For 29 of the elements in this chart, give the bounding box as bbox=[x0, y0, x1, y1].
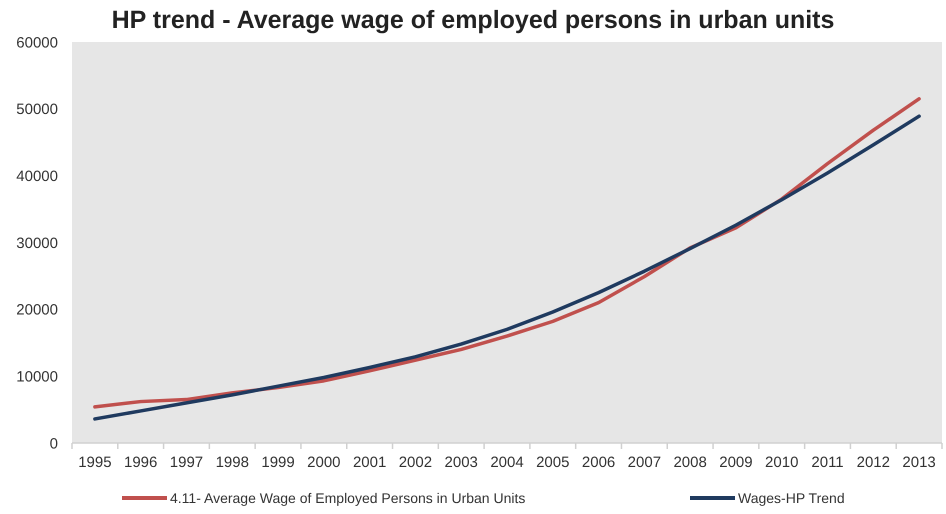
y-tick-label: 0 bbox=[50, 435, 58, 452]
x-tick-label: 2010 bbox=[765, 454, 798, 471]
x-tick-label: 1997 bbox=[170, 454, 204, 471]
x-tick-label: 2005 bbox=[536, 454, 570, 471]
legend-label: Wages-HP Trend bbox=[738, 490, 845, 506]
x-tick-label: 1995 bbox=[78, 454, 112, 471]
x-tick-label: 1996 bbox=[124, 454, 158, 471]
x-tick-label: 2011 bbox=[811, 454, 844, 471]
y-tick-label: 60000 bbox=[16, 34, 58, 52]
y-tick-label: 50000 bbox=[16, 101, 58, 118]
y-tick-label: 40000 bbox=[16, 168, 58, 185]
chart-title: HP trend - Average wage of employed persons in urban units bbox=[112, 6, 834, 34]
x-tick-label: 2009 bbox=[719, 454, 753, 471]
x-tick-label: 1998 bbox=[216, 454, 249, 471]
x-tick-label: 2013 bbox=[902, 454, 936, 471]
x-tick-label: 2012 bbox=[856, 454, 890, 471]
x-tick-label: 2003 bbox=[444, 454, 478, 471]
y-tick-label: 30000 bbox=[16, 234, 58, 252]
x-tick-label: 2008 bbox=[673, 454, 707, 471]
y-tick-label: 10000 bbox=[16, 368, 58, 386]
x-tick-label: 2000 bbox=[307, 454, 341, 471]
x-tick-label: 2007 bbox=[628, 454, 662, 471]
x-tick-label: 2001 bbox=[352, 454, 386, 471]
y-tick-label: 20000 bbox=[16, 302, 58, 319]
x-tick-label: 2002 bbox=[398, 454, 432, 471]
x-tick-label: 2004 bbox=[490, 454, 524, 471]
x-tick-label: 1999 bbox=[261, 454, 295, 471]
legend-label: 4.11- Average Wage of Employed Persons in Urban Units bbox=[170, 490, 526, 506]
x-tick-label: 2006 bbox=[582, 454, 616, 471]
